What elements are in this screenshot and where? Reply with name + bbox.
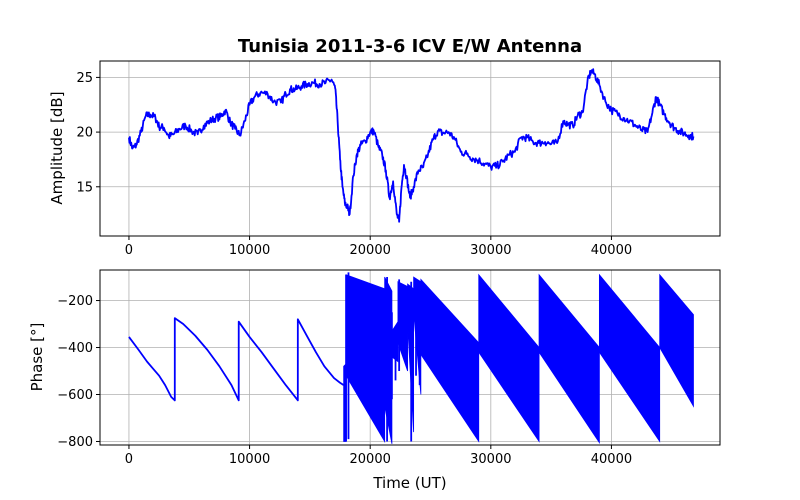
phase-y-tick-label: −400 <box>57 341 93 356</box>
phase-plot-frame <box>99 269 721 446</box>
amplitude-grid <box>100 61 720 236</box>
phase-x-tick-label: 40000 <box>591 452 632 467</box>
phase-y-tick-label: −800 <box>57 435 93 450</box>
phase-x-tick-label: 0 <box>125 452 133 467</box>
phase-data <box>128 272 694 444</box>
phase-oscillation-band <box>397 281 408 372</box>
amplitude-y-axis-label: Amplitude [dB] <box>48 91 66 204</box>
phase-x-tick-label: 20000 <box>350 452 391 467</box>
amplitude-plot-frame <box>99 60 721 237</box>
phase-oscillation-band <box>598 273 661 443</box>
phase-series-line <box>128 317 345 402</box>
amplitude-y-tick-label: 25 <box>76 71 93 86</box>
amplitude-x-tick-label: 20000 <box>350 243 391 258</box>
amplitude-x-tick-label: 10000 <box>229 243 270 258</box>
phase-x-tick-label: 10000 <box>229 452 270 467</box>
amplitude-y-tick-label: 15 <box>76 180 93 195</box>
x-axis-label: Time (UT) <box>372 474 446 492</box>
phase-oscillation-band <box>420 278 480 443</box>
amplitude-series-line <box>128 68 695 223</box>
phase-oscillation-band <box>538 273 600 444</box>
amplitude-ticks: 0 10000 20000 30000 40000 15 20 25 <box>76 71 632 258</box>
amplitude-data <box>128 68 695 223</box>
phase-y-tick-label: −200 <box>57 294 93 309</box>
amplitude-panel: 0 10000 20000 30000 40000 15 20 25 Amplitude [d… <box>48 60 721 258</box>
amplitude-x-tick-label: 30000 <box>470 243 511 258</box>
phase-x-tick-label: 30000 <box>470 452 511 467</box>
amplitude-x-tick-label: 40000 <box>591 243 632 258</box>
phase-oscillation-band <box>384 276 393 444</box>
phase-ticks: 0 10000 20000 30000 40000 −200 −400 −600 −800 <box>57 294 632 467</box>
chart-title: Tunisia 2011-3-6 ICV E/W Antenna <box>238 36 582 57</box>
phase-oscillation-band <box>478 273 540 443</box>
phase-panel: 0 10000 20000 30000 40000 −200 −400 −600 −800 Ph… <box>28 269 721 467</box>
phase-y-tick-label: −600 <box>57 388 93 403</box>
amplitude-y-tick-label: 20 <box>76 126 93 141</box>
phase-y-axis-label: Phase [°] <box>28 323 46 392</box>
amplitude-x-tick-label: 0 <box>125 243 133 258</box>
phase-oscillation-band <box>659 273 694 408</box>
phase-oscillation-band <box>345 274 386 443</box>
